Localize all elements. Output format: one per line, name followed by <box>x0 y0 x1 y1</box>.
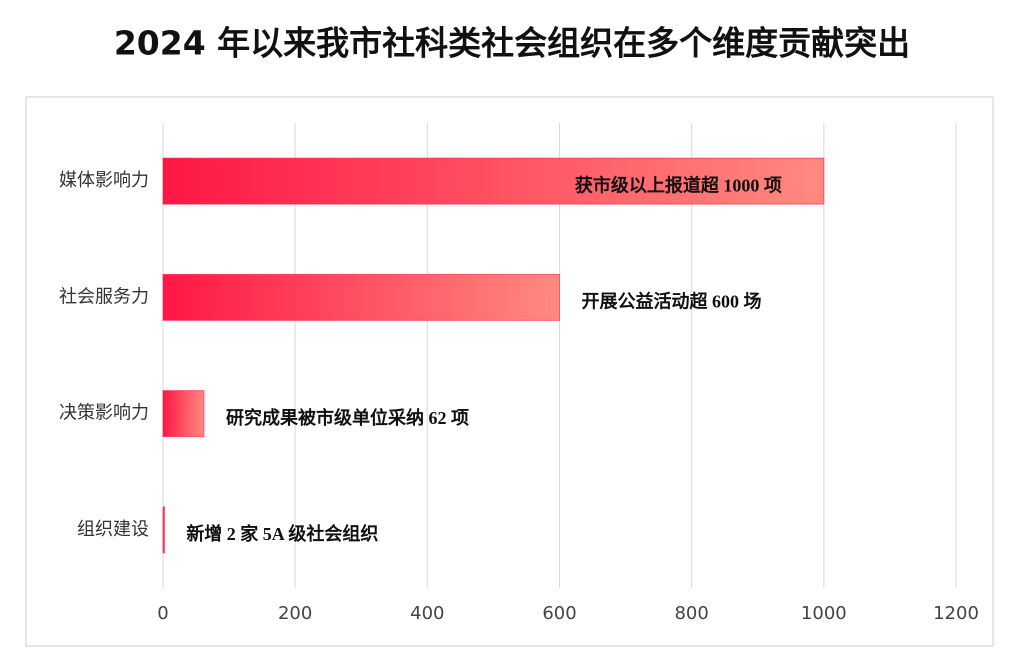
chart-frame <box>25 96 994 647</box>
bar <box>162 390 205 438</box>
y-tick-label: 媒体影响力 <box>59 170 149 191</box>
y-tick-label: 组织建设 <box>77 519 149 540</box>
value-label: 获市级以上报道超 1000 项 <box>575 174 782 195</box>
x-tick-label: 600 <box>542 603 576 624</box>
value-label: 新增 2 家 5A 级社会组织 <box>186 523 378 544</box>
x-tick-label: 800 <box>674 603 708 624</box>
value-label: 开展公益活动超 600 场 <box>582 291 762 312</box>
x-tick-label: 1200 <box>933 603 979 624</box>
bar <box>162 273 560 321</box>
value-label: 研究成果被市级单位采纳 62 项 <box>226 407 469 428</box>
y-tick-label: 社会服务力 <box>59 286 149 307</box>
bar <box>162 157 825 205</box>
chart-title: 2024 年以来我市社科类社会组织在多个维度贡献突出 <box>114 24 910 63</box>
x-tick-label: 200 <box>278 603 312 624</box>
x-tick-label: 0 <box>157 603 168 624</box>
x-tick-label: 1000 <box>801 603 847 624</box>
y-tick-label: 决策影响力 <box>59 403 149 424</box>
bar <box>162 506 165 554</box>
x-tick-label: 400 <box>410 603 444 624</box>
